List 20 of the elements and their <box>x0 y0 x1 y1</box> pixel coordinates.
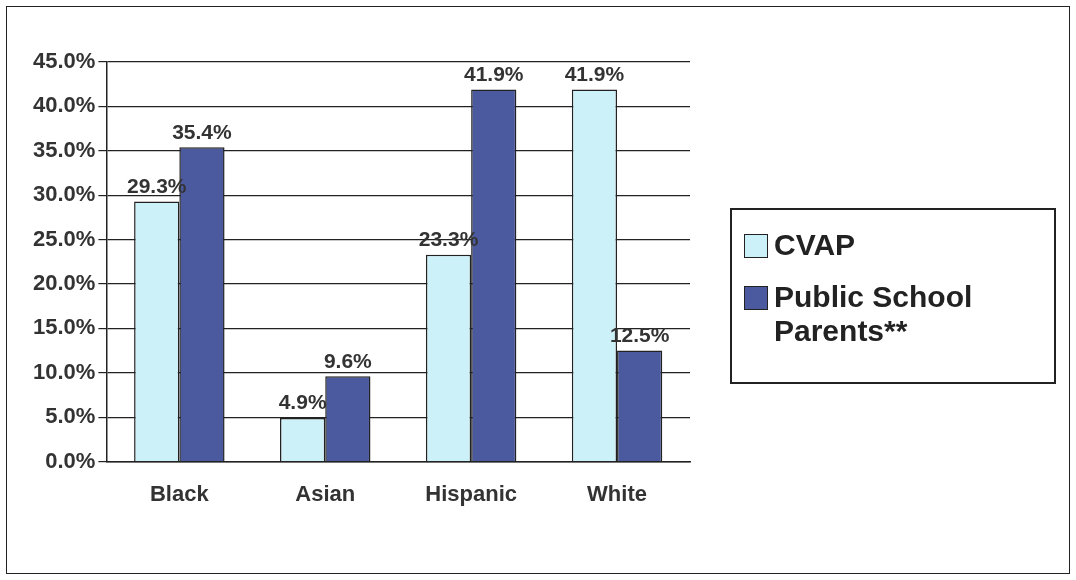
legend-label: CVAP <box>774 228 856 262</box>
y-tick-label: 25.0% <box>32 225 96 251</box>
x-tick-label: White <box>587 480 647 506</box>
y-tick-label: 0.0% <box>45 447 96 473</box>
y-tick-label: 40.0% <box>32 92 96 118</box>
y-tick-label: 35.0% <box>32 136 96 162</box>
data-label: 41.9% <box>564 61 625 85</box>
x-tick-label: Asian <box>295 480 356 506</box>
data-label: 41.9% <box>463 61 524 85</box>
data-label: 9.6% <box>323 348 373 372</box>
x-tick-label: Black <box>149 480 210 506</box>
y-tick-label: 5.0% <box>45 403 96 429</box>
data-label: 35.4% <box>172 119 233 143</box>
y-tick-label: 10.0% <box>32 358 96 384</box>
y-tick-label: 20.0% <box>32 270 96 296</box>
legend-label: Public School Parents** <box>774 280 974 348</box>
y-tick-label: 30.0% <box>32 181 96 207</box>
y-tick-label: 45.0% <box>32 48 96 74</box>
y-tick-label: 15.0% <box>32 314 96 340</box>
x-tick-label: Hispanic <box>425 480 517 506</box>
